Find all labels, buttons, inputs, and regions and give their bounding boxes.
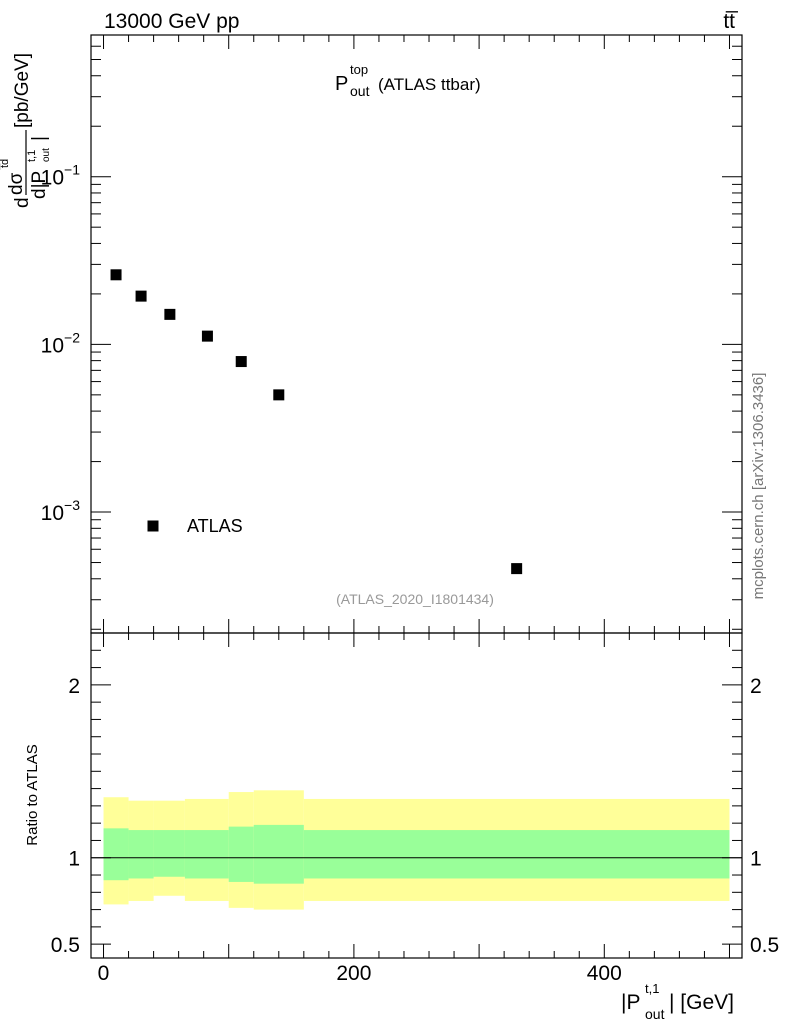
energy-label: 13000 GeV pp [104, 10, 239, 33]
inner-band-bin-1 [128, 830, 154, 879]
ratio-y-tick-label-right-2: 2 [750, 675, 762, 698]
xlabel-pre: |P [621, 991, 640, 1014]
ratio-y-tick-label-left-2: 2 [68, 675, 80, 698]
legend-marker [147, 520, 159, 532]
x-tick-label-400: 400 [587, 962, 622, 985]
tick-base: 10 [41, 502, 64, 525]
ylabel-num: dσ [6, 172, 27, 195]
ratio-y-tick-label-right-0.5: 0.5 [750, 934, 779, 957]
x-tick-label-0: 0 [98, 962, 110, 985]
main-y-tick-label-1: 10−2 [41, 329, 81, 357]
main-title-sup: top [350, 62, 368, 77]
data-point-4 [235, 356, 247, 368]
inner-band-bin-0 [103, 828, 129, 881]
data-point-3 [201, 330, 213, 342]
ratio-panel: 0 200 400 0.5 0.5 1 1 2 2 [51, 632, 779, 985]
data-point-2 [164, 308, 176, 320]
ylabel-unit: [pb/GeV] [12, 53, 33, 128]
main-title-rest: (ATLAS ttbar) [378, 75, 481, 94]
main-title: P [335, 73, 348, 95]
main-title-p: P [335, 73, 348, 95]
xlabel-sup: t,1 [645, 981, 659, 996]
tick-exponent: −2 [64, 329, 80, 345]
ratio-y-tick-label-right-1: 1 [750, 848, 762, 871]
side-watermark: mcplots.cern.ch [arXiv:1306.3436] [750, 373, 767, 600]
ylabel-den-end: | [29, 136, 50, 141]
ylabel-d1: d [12, 197, 33, 208]
main-ylabel: d dσ t̅d d|P t,1 out | [pb/GeV] [0, 53, 52, 208]
inner-band-bin-3 [184, 830, 229, 879]
xlabel-sub: out [645, 1006, 665, 1022]
ylabel-den-sub: out [41, 148, 52, 162]
tick-exponent: −3 [64, 497, 80, 513]
ylabel-num-sup: t̅d [0, 159, 11, 171]
inner-band-bin-4 [228, 826, 254, 882]
ratio-y-tick-label-left-0.5: 0.5 [51, 934, 80, 957]
main-y-tick-label-0: 10−1 [41, 162, 81, 190]
ratio-ylabel: Ratio to ATLAS [24, 744, 41, 845]
analysis-tag: (ATLAS_2020_I1801434) [336, 591, 494, 607]
legend-label: ATLAS [187, 516, 243, 536]
xlabel: |P t,1 out | [GeV] [621, 981, 734, 1022]
inner-band-bin-2 [153, 830, 185, 877]
process-label: tt̅ [723, 10, 739, 33]
ratio-y-tick-label-left-1: 1 [68, 848, 80, 871]
data-point-6 [511, 563, 523, 575]
main-frame [90, 34, 743, 634]
data-point-0 [110, 269, 122, 281]
main-title-sub: out [350, 83, 370, 99]
tick-base: 10 [41, 334, 64, 357]
ylabel-den-sup: t,1 [26, 150, 38, 162]
inner-band-bin-6 [303, 830, 730, 879]
data-point-1 [135, 290, 147, 302]
inner-band-bin-5 [253, 824, 304, 884]
ratio-frame [90, 632, 743, 959]
ylabel-den: d|P [29, 171, 50, 199]
xlabel-post: | [GeV] [669, 991, 734, 1014]
tick-base: 10 [41, 167, 64, 190]
data-point-5 [273, 389, 285, 401]
tick-exponent: −1 [64, 162, 80, 178]
x-tick-label-200: 200 [336, 962, 371, 985]
main-y-tick-label-2: 10−3 [41, 497, 81, 525]
